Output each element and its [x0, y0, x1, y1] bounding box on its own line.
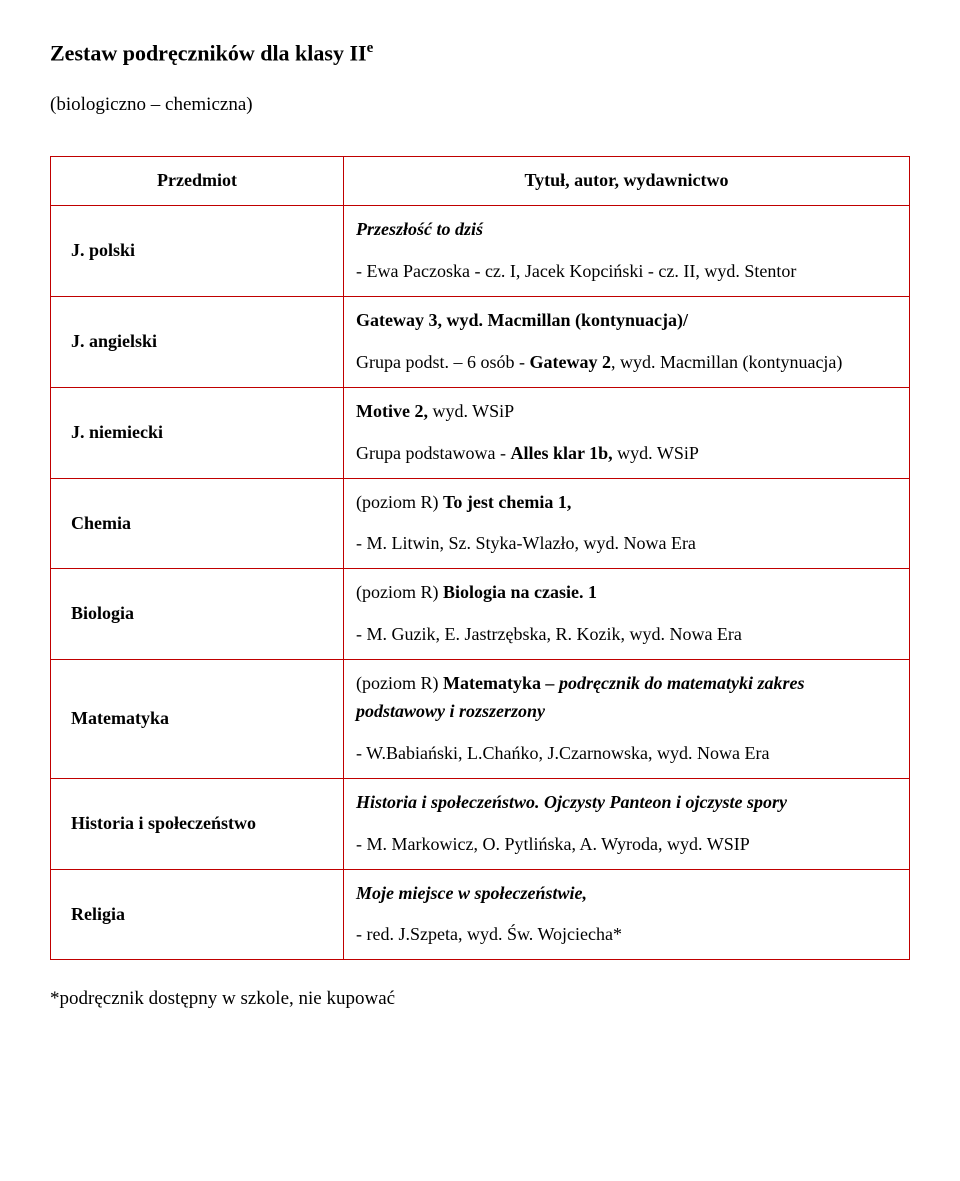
book-line: (poziom R) Biologia na czasie. 1: [356, 579, 897, 607]
textbook-table: Przedmiot Tytuł, autor, wydawnictwo J. p…: [50, 156, 910, 960]
table-row: Religia Moje miejsce w społeczeństwie, -…: [51, 869, 910, 960]
book-author: - red. J.Szpeta, wyd. Św. Wojciecha*: [356, 921, 897, 949]
book-title: Moje miejsce w społeczeństwie,: [356, 880, 897, 908]
book-author: - M. Litwin, Sz. Styka-Wlazło, wyd. Nowa…: [356, 530, 897, 558]
book-author: - W.Babiański, L.Chańko, J.Czarnowska, w…: [356, 740, 897, 768]
book-title: Przeszłość to dziś: [356, 216, 897, 244]
title-main: Zestaw podręczników dla klasy II: [50, 40, 367, 65]
subject-cell: Religia: [51, 869, 344, 960]
detail-cell: (poziom R) Biologia na czasie. 1 - M. Gu…: [344, 569, 910, 660]
title-superscript: e: [367, 40, 374, 56]
subject-cell: J. niemiecki: [51, 387, 344, 478]
table-row: Matematyka (poziom R) Matematyka – podrę…: [51, 660, 910, 779]
book-author: - M. Markowicz, O. Pytlińska, A. Wyroda,…: [356, 831, 897, 859]
table-row: Historia i społeczeństwo Historia i społ…: [51, 778, 910, 869]
book-line: Grupa podst. – 6 osób - Gateway 2, wyd. …: [356, 349, 897, 377]
page-subtitle: (biologiczno – chemiczna): [50, 94, 910, 116]
table-row: J. angielski Gateway 3, wyd. Macmillan (…: [51, 297, 910, 388]
detail-cell: (poziom R) To jest chemia 1, - M. Litwin…: [344, 478, 910, 569]
header-detail: Tytuł, autor, wydawnictwo: [344, 157, 910, 206]
book-line: Motive 2, wyd. WSiP: [356, 398, 897, 426]
subject-cell: Historia i społeczeństwo: [51, 778, 344, 869]
subject-cell: Matematyka: [51, 660, 344, 779]
detail-cell: Moje miejsce w społeczeństwie, - red. J.…: [344, 869, 910, 960]
page-title: Zestaw podręczników dla klasy IIe: [50, 40, 910, 66]
table-header-row: Przedmiot Tytuł, autor, wydawnictwo: [51, 157, 910, 206]
subject-cell: Chemia: [51, 478, 344, 569]
header-subject: Przedmiot: [51, 157, 344, 206]
book-title: Gateway 3, wyd. Macmillan (kontynuacja)/: [356, 307, 897, 335]
subject-cell: J. polski: [51, 206, 344, 297]
table-row: Chemia (poziom R) To jest chemia 1, - M.…: [51, 478, 910, 569]
subject-cell: J. angielski: [51, 297, 344, 388]
detail-cell: Historia i społeczeństwo. Ojczysty Pante…: [344, 778, 910, 869]
table-row: J. niemiecki Motive 2, wyd. WSiP Grupa p…: [51, 387, 910, 478]
detail-cell: Przeszłość to dziś - Ewa Paczoska - cz. …: [344, 206, 910, 297]
book-author: - Ewa Paczoska - cz. I, Jacek Kopciński …: [356, 258, 897, 286]
detail-cell: Motive 2, wyd. WSiP Grupa podstawowa - A…: [344, 387, 910, 478]
book-author: - M. Guzik, E. Jastrzębska, R. Kozik, wy…: [356, 621, 897, 649]
table-row: Biologia (poziom R) Biologia na czasie. …: [51, 569, 910, 660]
detail-cell: (poziom R) Matematyka – podręcznik do ma…: [344, 660, 910, 779]
book-title: Historia i społeczeństwo. Ojczysty Pante…: [356, 789, 897, 817]
book-line: (poziom R) To jest chemia 1,: [356, 489, 897, 517]
book-line: Grupa podstawowa - Alles klar 1b, wyd. W…: [356, 440, 897, 468]
book-line: (poziom R) Matematyka – podręcznik do ma…: [356, 670, 897, 726]
detail-cell: Gateway 3, wyd. Macmillan (kontynuacja)/…: [344, 297, 910, 388]
subject-cell: Biologia: [51, 569, 344, 660]
footnote: *podręcznik dostępny w szkole, nie kupow…: [50, 988, 910, 1010]
table-row: J. polski Przeszłość to dziś - Ewa Paczo…: [51, 206, 910, 297]
